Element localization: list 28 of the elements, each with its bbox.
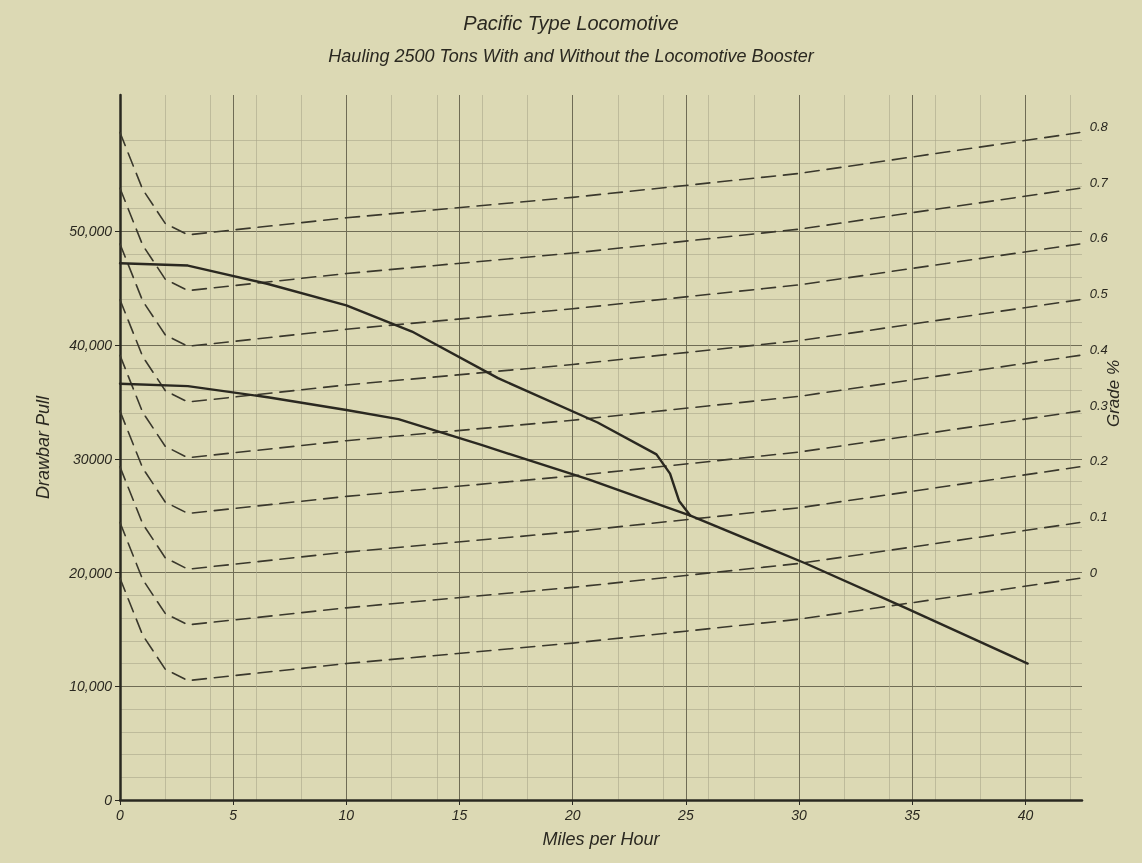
x-tick-label: 35 xyxy=(904,807,921,823)
x-axis-title: Miles per Hour xyxy=(542,829,661,849)
series-label: 0.7 xyxy=(1089,174,1109,190)
y-tick-label: 20,000 xyxy=(68,564,113,581)
series-label: 0 xyxy=(1089,564,1098,580)
x-tick-label: 0 xyxy=(116,807,125,823)
y-tick-label: 10,000 xyxy=(69,678,113,695)
x-tick-label: 15 xyxy=(451,807,468,823)
series-label: 0.1 xyxy=(1089,509,1108,525)
x-tick-label: 20 xyxy=(563,807,581,823)
series-label: 0.4 xyxy=(1089,341,1108,357)
x-tick-label: 40 xyxy=(1017,807,1034,823)
series-label: 0.3 xyxy=(1089,397,1109,413)
y-axis-title: Drawbar Pull xyxy=(33,394,53,500)
chart-subtitle: Hauling 2500 Tons With and Without the Locomotive Booster xyxy=(328,46,815,66)
series-label: 0.2 xyxy=(1089,453,1109,469)
y-tick-label: 0 xyxy=(104,792,113,808)
series-label: 0.5 xyxy=(1089,286,1109,302)
series-label: 0.8 xyxy=(1089,119,1109,135)
x-tick-label: 25 xyxy=(677,807,694,823)
y-tick-label: 40,000 xyxy=(69,337,113,354)
x-tick-label: 30 xyxy=(791,807,808,823)
x-tick-label: 10 xyxy=(338,807,355,823)
series-label: 0.6 xyxy=(1089,230,1109,246)
y-tick-label: 30000 xyxy=(73,450,113,467)
x-tick-label: 5 xyxy=(229,807,238,823)
chart-title: Pacific Type Locomotive xyxy=(463,12,679,34)
y-tick-label: 50,000 xyxy=(69,223,113,240)
